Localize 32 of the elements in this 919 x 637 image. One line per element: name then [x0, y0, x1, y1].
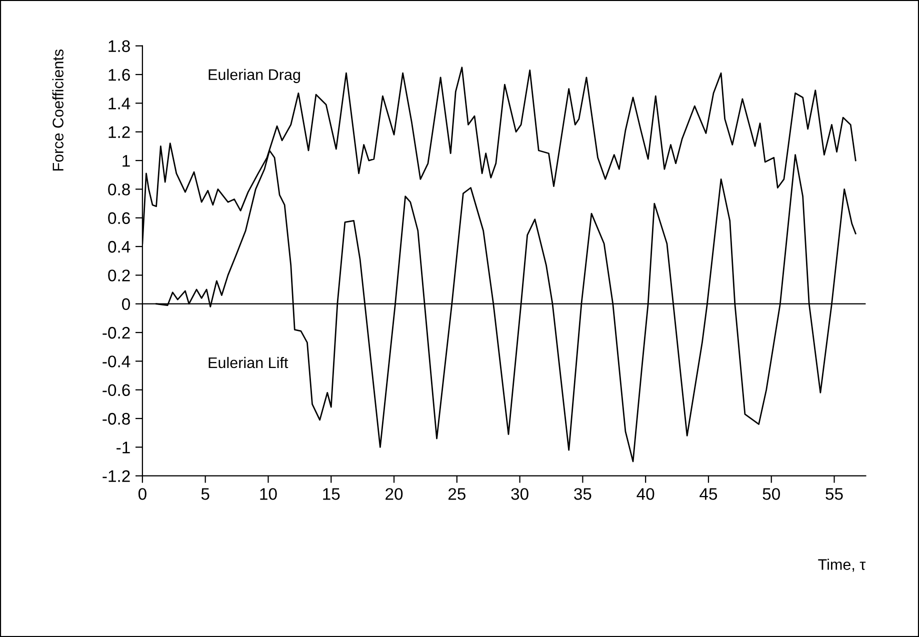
y-tick-label: -0.2 [102, 326, 130, 339]
x-tick-label: 40 [636, 488, 654, 500]
x-tick-label: 50 [762, 488, 780, 500]
y-tick-label: 0.2 [108, 270, 130, 282]
y-tick-label: -1.2 [102, 470, 130, 482]
y-tick-label: 1 [122, 155, 130, 167]
x-tick-label: 0 [138, 488, 146, 500]
x-tick-label: 15 [323, 488, 340, 500]
y-tick-label: -0.6 [102, 384, 130, 396]
x-tick-label: 35 [574, 488, 592, 500]
y-tick-label: 0.6 [108, 212, 130, 224]
x-tick-label: 55 [826, 488, 843, 500]
y-tick-label: 0.4 [108, 240, 130, 253]
series-label: Eulerian Lift [208, 356, 288, 368]
x-tick-label: 20 [386, 488, 403, 500]
y-tick-label: 0 [122, 298, 130, 310]
y-tick-label: -0.8 [102, 412, 130, 425]
series-label: Eulerian Drag [208, 68, 300, 84]
y-tick-label: 1.2 [108, 126, 130, 138]
x-tick-label: 25 [448, 488, 466, 500]
y-tick-label: 1.8 [108, 40, 130, 52]
y-tick-label: -0.4 [102, 356, 130, 368]
y-tick-label: -1 [116, 442, 130, 454]
y-tick-label: 1.4 [108, 98, 130, 110]
y-tick-label: 1.6 [108, 68, 130, 81]
x-tick-label: 5 [201, 488, 210, 500]
x-tick-label: 45 [700, 488, 718, 500]
x-axis-title: Time, τ [818, 558, 866, 572]
y-tick-label: 0.8 [108, 184, 130, 196]
y-axis-title: Force Coefficients [52, 49, 64, 171]
x-tick-label: 10 [260, 488, 277, 500]
x-tick-label: 30 [511, 488, 528, 500]
